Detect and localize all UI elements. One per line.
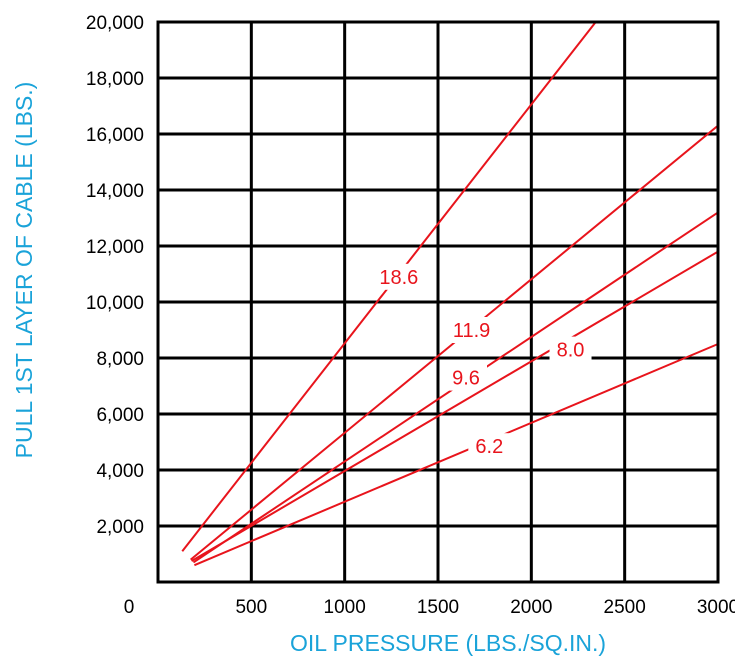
series-label-gap-18.6: [377, 263, 420, 290]
x-tick-label-500: 500: [235, 597, 267, 618]
x-tick-label-1500: 1500: [417, 597, 459, 618]
y-tick-label-20000: 20,000: [86, 13, 144, 34]
y-tick-label-2000: 2,000: [96, 517, 144, 538]
series-label-9.6: 9.6: [452, 368, 480, 390]
y-tick-label-4000: 4,000: [96, 461, 144, 482]
series-label-6.2: 6.2: [475, 436, 503, 458]
series-label-gap-6.2: [468, 433, 511, 460]
x-axis-title: OIL PRESSURE (LBS./SQ.IN.): [290, 630, 606, 656]
series-label-18.6: 18.6: [379, 267, 418, 289]
y-tick-label-8000: 8,000: [96, 349, 144, 370]
y-tick-label-14000: 14,000: [86, 181, 144, 202]
series-lines: 18.6 11.9 9.6 8.0 6.2: [181, 21, 719, 567]
y-tick-label-10000: 10,000: [86, 293, 144, 314]
series-label-gap-11.9: [450, 317, 493, 343]
origin-label: 0: [124, 597, 135, 618]
x-tick-label-3000: 3000: [697, 597, 735, 618]
series-label-11.9: 11.9: [453, 320, 490, 342]
y-tick-labels: 2,000 4,000 6,000 8,000 10,000 12,000 14,000 16…: [86, 13, 144, 538]
x-tick-label-1000: 1000: [324, 597, 366, 618]
x-tick-label-2000: 2000: [510, 597, 552, 618]
series-label-gap-9.6: [445, 364, 487, 391]
x-tick-labels: 500 1000 1500 2000 2500 3000: [235, 597, 735, 618]
x-tick-label-2500: 2500: [604, 597, 646, 618]
series-line-8.0: [191, 250, 719, 562]
y-tick-label-12000: 12,000: [86, 237, 144, 258]
series-label-gap-8.0: [549, 336, 592, 363]
y-tick-label-18000: 18,000: [86, 69, 144, 90]
plot-frame: [156, 20, 720, 584]
y-axis-title: PULL 1ST LAYER OF CABLE (LBS.): [11, 82, 37, 459]
y-tick-label-16000: 16,000: [86, 125, 144, 146]
y-tick-label-6000: 6,000: [96, 405, 144, 426]
series-line-6.2: [194, 343, 719, 567]
series-label-8.0: 8.0: [557, 340, 585, 362]
